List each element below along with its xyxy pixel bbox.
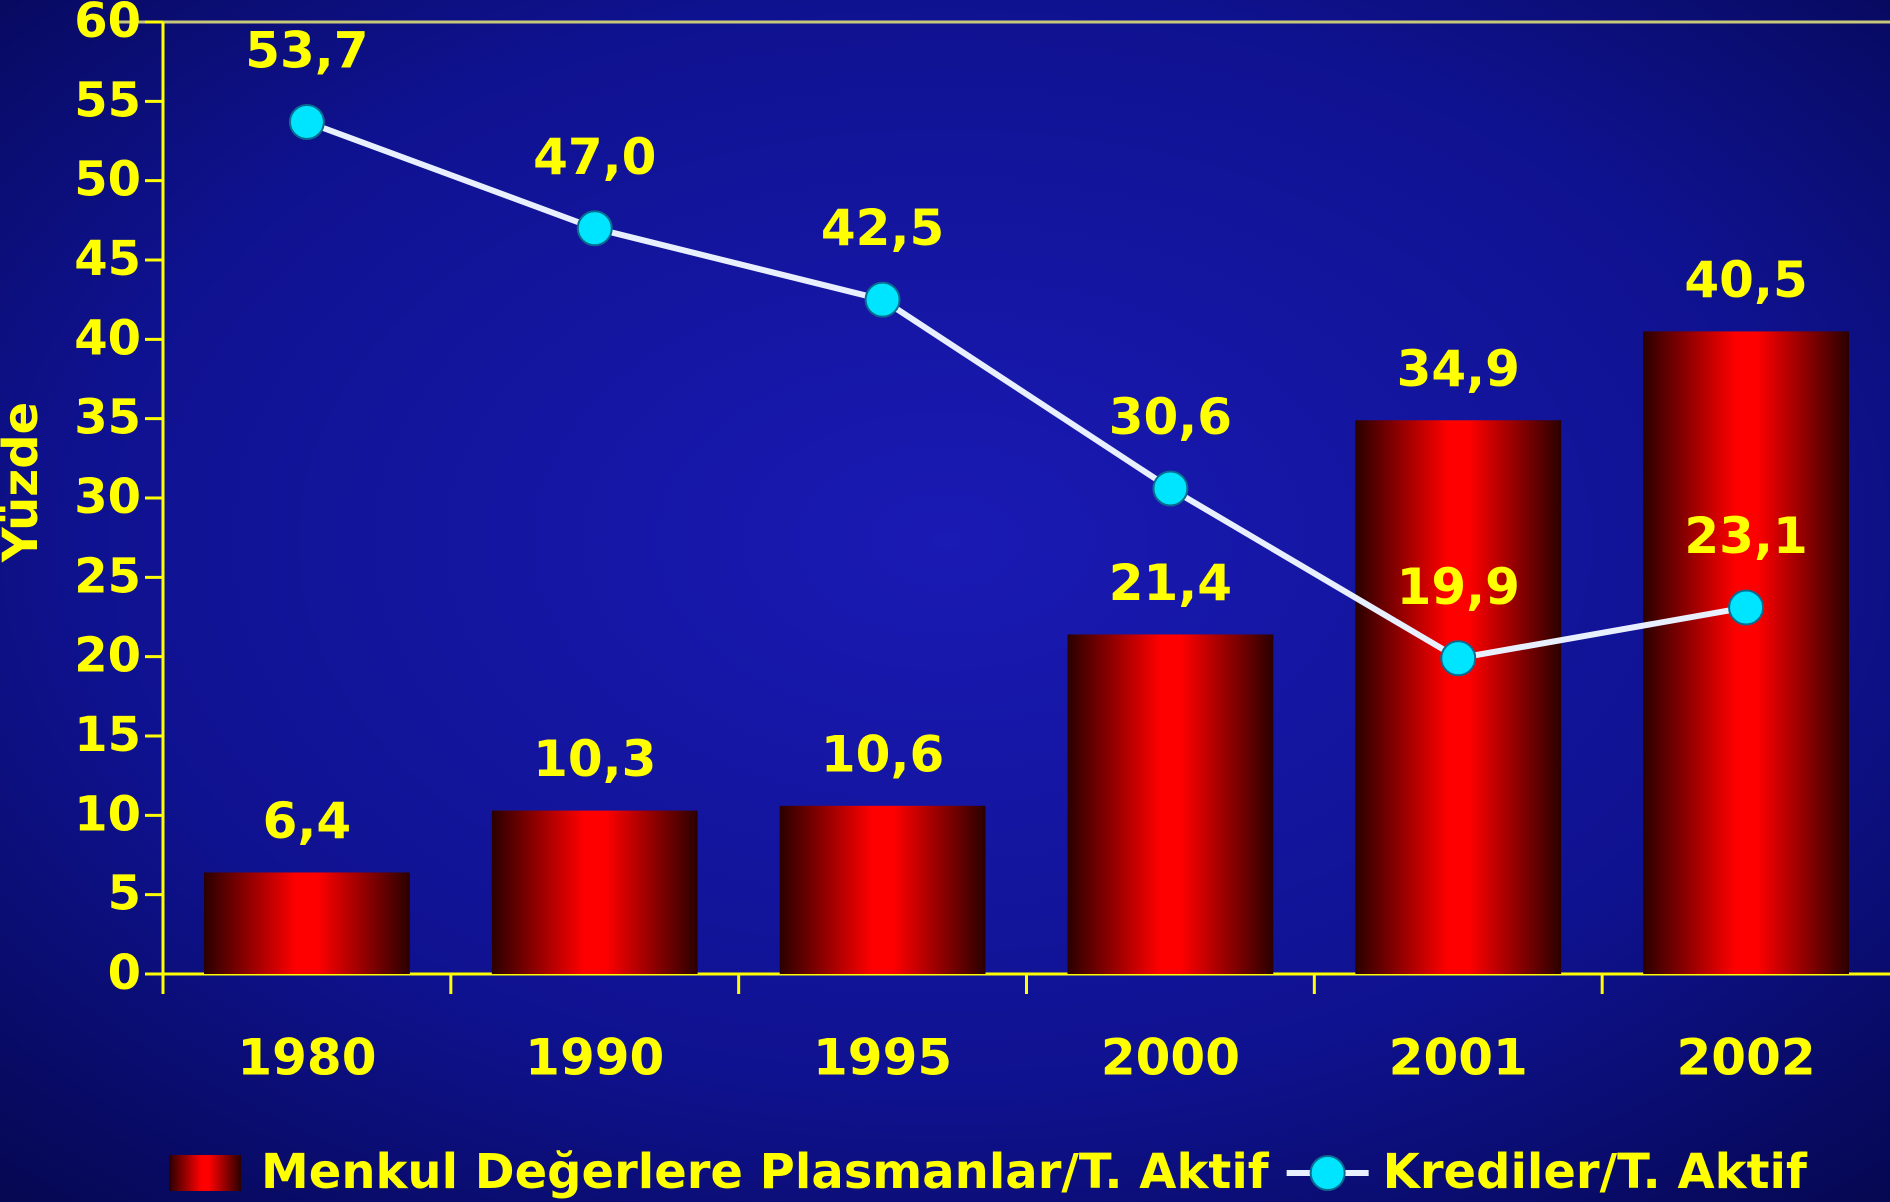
y-tick-label: 0 — [108, 945, 141, 1001]
y-tick-label: 25 — [74, 548, 141, 604]
line-marker — [288, 103, 325, 140]
bar — [204, 872, 410, 974]
x-tick-label: 2001 — [1389, 1029, 1528, 1087]
bar-value-label: 40,5 — [1684, 251, 1807, 309]
line-marker — [864, 281, 901, 318]
y-tick-label: 30 — [74, 469, 141, 525]
line-value-label: 19,9 — [1397, 558, 1520, 616]
x-tick-label: 1980 — [237, 1029, 376, 1087]
y-tick-label: 55 — [74, 72, 141, 128]
bar — [1355, 420, 1562, 975]
y-tick-label: 15 — [74, 707, 141, 763]
legend-label: Menkul Değerlere Plasmanlar/T. Aktif — [261, 1144, 1270, 1200]
line-value-label: 23,1 — [1684, 507, 1807, 565]
bar-value-label: 6,4 — [263, 792, 352, 850]
y-tick-label: 45 — [74, 231, 141, 287]
line-value-label: 47,0 — [533, 128, 656, 186]
line-marker — [576, 210, 613, 247]
x-tick-label: 2002 — [1676, 1029, 1815, 1087]
bar — [491, 810, 698, 974]
bar — [1067, 634, 1274, 974]
line-marker — [1152, 470, 1189, 507]
bar — [779, 805, 986, 974]
y-tick-label: 5 — [108, 866, 141, 922]
x-tick-label: 1990 — [525, 1029, 664, 1087]
line-marker — [1440, 640, 1477, 677]
y-tick-label: 40 — [74, 310, 141, 366]
line-value-label: 53,7 — [245, 21, 368, 79]
legend-swatch-marker — [1309, 1155, 1346, 1191]
bar-value-label: 10,3 — [533, 730, 656, 788]
bar-value-label: 21,4 — [1109, 554, 1232, 612]
y-tick-label: 10 — [74, 786, 141, 842]
y-tick-label: 20 — [74, 628, 141, 684]
line — [305, 119, 1747, 662]
y-axis-label: Yüzde — [0, 402, 49, 563]
y-tick-label: 60 — [74, 0, 141, 49]
line-marker — [1728, 589, 1765, 626]
x-tick-label: 2000 — [1101, 1029, 1240, 1087]
legend-swatch — [169, 1155, 241, 1191]
legend-label: Krediler/T. Aktif — [1383, 1144, 1808, 1200]
x-tick-label: 1995 — [813, 1029, 952, 1087]
y-tick-label: 50 — [74, 152, 141, 208]
line-value-label: 42,5 — [821, 199, 944, 257]
line-value-label: 30,6 — [1109, 388, 1232, 446]
bar-value-label: 10,6 — [821, 725, 944, 783]
y-tick-label: 35 — [74, 390, 141, 446]
bar — [1643, 331, 1849, 974]
bar-value-label: 34,9 — [1397, 340, 1520, 398]
